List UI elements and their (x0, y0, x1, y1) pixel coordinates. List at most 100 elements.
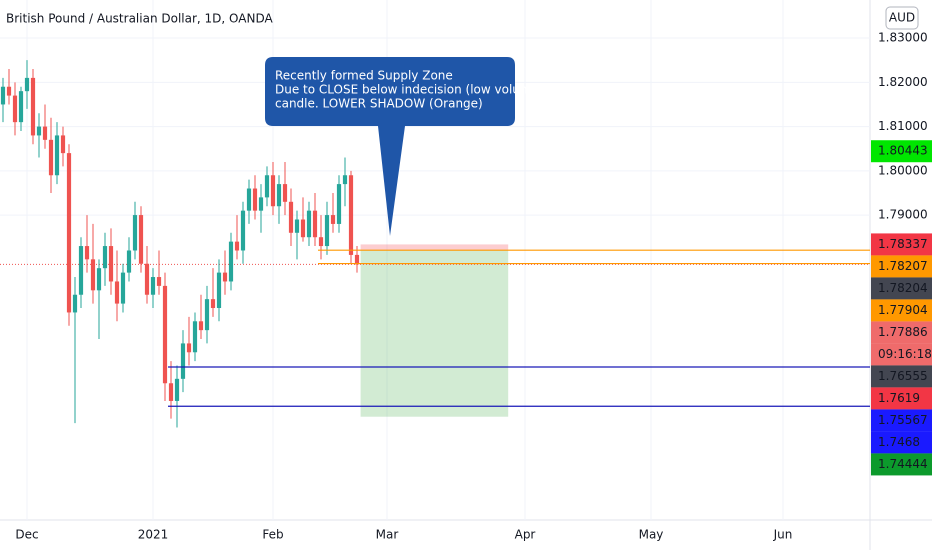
price-tag (871, 255, 932, 278)
price-tag (871, 233, 932, 256)
candle-body (66, 153, 72, 313)
price-tag (871, 409, 932, 432)
price-tag-label: 1.77886 (878, 325, 928, 339)
candle-body (270, 175, 276, 207)
y-tick-label: 1.79000 (878, 208, 928, 222)
candle-body (72, 294, 78, 313)
candle-body (348, 175, 354, 255)
candle-body (240, 210, 246, 251)
candle-body (36, 126, 42, 136)
chart-title: British Pound / Australian Dollar, 1D, O… (6, 12, 273, 26)
candle-body (186, 343, 192, 353)
x-tick-label: Dec (15, 528, 38, 542)
candle-body (306, 210, 312, 238)
candle-body (126, 250, 132, 273)
x-tick-label: Mar (376, 528, 399, 542)
currency-box[interactable] (885, 6, 919, 30)
candle-body (324, 215, 330, 247)
price-tag-label: 1.78204 (878, 281, 928, 295)
candle-body (312, 210, 318, 238)
y-tick-label: 1.80000 (878, 163, 928, 177)
x-tick-label: 2021 (138, 528, 169, 542)
price-tag-label: 1.78207 (878, 259, 928, 273)
axes: 1.83000 1.82000 1.81000 1.80000 1.79000 Dec 20… (15, 31, 932, 542)
callout-box (265, 57, 515, 236)
price-tag (871, 453, 932, 476)
position-stop-zone (360, 244, 509, 251)
candle-body (264, 175, 270, 198)
candle-body (84, 246, 90, 260)
candle-body (342, 175, 348, 185)
candle-body (144, 263, 150, 295)
price-tag (871, 299, 932, 322)
candle-body (78, 246, 84, 295)
y-tick-label: 1.83000 (878, 31, 928, 45)
candle-body (24, 77, 30, 92)
candle-body (282, 184, 288, 202)
candle-body (330, 215, 336, 224)
candle-body (102, 246, 108, 269)
candle-body (300, 219, 306, 238)
x-tick-label: Feb (262, 528, 283, 542)
candle-body (156, 277, 162, 286)
price-tag-label: 1.75567 (878, 413, 928, 427)
candle-body (60, 135, 66, 154)
x-tick-label: Jun (773, 528, 793, 542)
position-target-zone (360, 250, 509, 417)
candle-body (138, 215, 144, 264)
candle-body (30, 77, 36, 136)
candle-body (168, 383, 174, 401)
candle-body (288, 201, 294, 233)
price-tag-label: 1.7468 (878, 435, 920, 449)
candle-body (192, 321, 198, 353)
candle-body (204, 299, 210, 331)
candle-body (54, 135, 60, 176)
candle-body (18, 91, 24, 123)
candle-body (246, 188, 252, 211)
candle-body (162, 285, 168, 384)
candle-body (222, 272, 228, 282)
candle-body (90, 259, 96, 291)
price-tag-label: 1.76555 (878, 369, 928, 383)
candle-body (108, 246, 114, 282)
candle-body (120, 272, 126, 304)
price-tag-label: 1.74444 (878, 457, 928, 471)
candle-body (318, 237, 324, 247)
price-tag-label: 1.77904 (878, 303, 928, 317)
price-tag (871, 431, 932, 454)
price-tag (871, 277, 932, 300)
candle-body (42, 126, 48, 140)
candle-body (48, 139, 54, 176)
price-tag (871, 321, 932, 344)
candle-body (6, 86, 12, 96)
callout-text: candle. LOWER SHADOW (Orange) (275, 97, 483, 111)
price-tag-label: 1.80443 (878, 144, 928, 158)
y-tick-label: 1.81000 (878, 119, 928, 133)
price-tag (871, 140, 932, 163)
callout-text: Due to CLOSE below indecision (low volum… (275, 83, 544, 97)
candle-body (294, 219, 300, 233)
candle-body (216, 272, 222, 309)
candle-body (96, 268, 102, 291)
candle-body (132, 215, 138, 251)
candle-body (234, 241, 240, 251)
price-tag (871, 343, 932, 366)
candle-body (210, 299, 216, 309)
candle-body (198, 321, 204, 331)
price-tag (871, 387, 932, 410)
candle-body (276, 184, 282, 207)
candle-body (258, 197, 264, 211)
candle-body (174, 378, 180, 401)
candle-body (114, 281, 120, 304)
y-tick-label: 1.82000 (878, 75, 928, 89)
x-tick-label: Apr (515, 528, 536, 542)
currency-label[interactable]: AUD (889, 11, 915, 25)
candle-body (252, 188, 258, 211)
candle-body (180, 343, 186, 379)
candle-body (150, 277, 156, 295)
candle-body (0, 86, 6, 105)
price-tag-label: 1.78337 (878, 237, 928, 251)
price-tag-label: 1.7619 (878, 391, 920, 405)
